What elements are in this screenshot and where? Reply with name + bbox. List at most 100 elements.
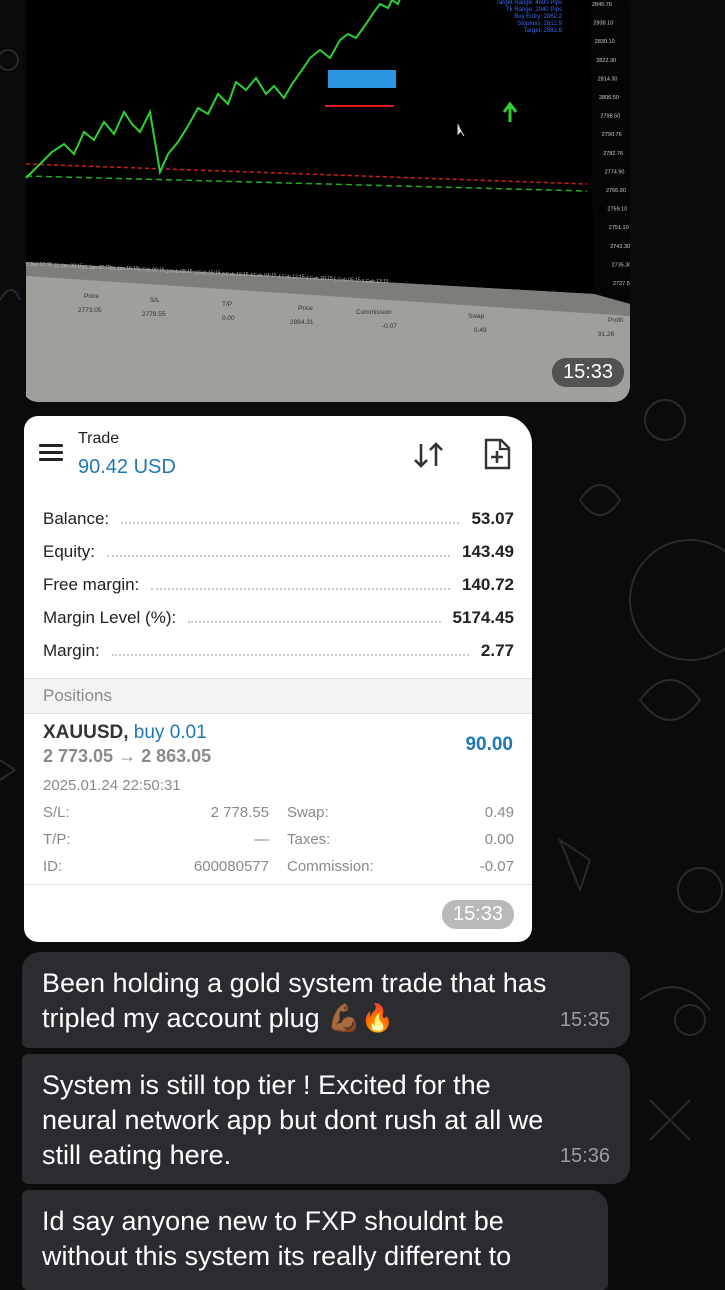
card-divider <box>24 884 532 885</box>
sl-label: S/L: <box>43 804 70 821</box>
table-value-label: 2864.31 <box>290 319 314 326</box>
table-header-label: T/P <box>222 301 232 308</box>
chart-price-label: 2766.90 <box>606 188 626 194</box>
position-prices: 2 773.05 → 2 863.05 <box>43 746 212 766</box>
chart-price-label: 2727.50 <box>613 281 630 287</box>
chart-date-label: 31 Jan 00:15 <box>54 263 83 269</box>
chart-price-label: 2782.76 <box>603 151 623 157</box>
up-arrow-icon <box>502 101 518 122</box>
table-value-label: 91.26 <box>598 331 615 338</box>
positions-section-header: Positions <box>24 678 532 714</box>
chart-date-label: 4 Feb 12:15 <box>278 275 305 281</box>
summary-label: Balance: <box>43 509 110 528</box>
chart-price-label: 2759.10 <box>607 207 627 213</box>
chart-date-label: 5 Feb 13:15 <box>362 279 389 285</box>
new-order-icon[interactable] <box>482 438 512 470</box>
tp-value: — <box>254 831 269 848</box>
chart-price-label: 2774.90 <box>605 169 625 175</box>
chart-info-label: Target Range: 4590 Pips <box>496 0 562 6</box>
chart-info-label: Tk Range: 2040 Pips <box>506 7 562 13</box>
summary-label: Margin Level (%): <box>43 608 177 627</box>
positions-header-label: Positions <box>43 686 112 705</box>
message-bubble[interactable]: System is still top tier ! Excited for t… <box>22 1054 630 1184</box>
account-balance: 90.42 USD <box>78 456 176 478</box>
id-label: ID: <box>43 858 63 875</box>
summary-value: 140.72 <box>462 575 514 594</box>
chart-date-label: 3 Feb 00:15 <box>138 268 165 274</box>
summary-label: Free margin: <box>43 575 140 594</box>
swap-value: 0.49 <box>484 804 514 821</box>
chart-price-label: 2814.30 <box>598 76 618 82</box>
message-text-line: System is still top tier ! Excited for t… <box>42 1070 491 1100</box>
table-value-label: 2778.55 <box>142 311 166 318</box>
swap-label: Swap: <box>287 804 329 821</box>
chart-date-label: 31 Jan 08:15 <box>82 265 111 271</box>
trade-timestamp: 15:33 <box>442 900 515 929</box>
tp-label: T/P: <box>43 831 71 848</box>
table-header-label: Profit <box>608 317 623 324</box>
position-datetime: 2025.01.24 22:50:31 <box>43 777 181 794</box>
summary-value: 53.07 <box>471 509 514 528</box>
menu-icon[interactable] <box>39 444 63 461</box>
symbol-name: XAUUSD, <box>43 722 129 743</box>
chart-info-label: Stoploss: 2812.9 <box>517 21 562 27</box>
table-header-label: Swap <box>468 313 485 320</box>
id-value: 600080577 <box>193 858 269 875</box>
chart-info-label: Target: 2882.9 <box>524 28 563 34</box>
commission-label: Commission: <box>287 858 374 875</box>
message-time: 15:35 <box>559 1009 610 1031</box>
message-text-line: Been holding a gold system trade that ha… <box>42 968 547 998</box>
chart-date-label: 31 Jan 16:15 <box>110 266 139 272</box>
chart-price-label: 2735.30 <box>612 262 630 268</box>
position-symbol[interactable]: XAUUSD, buy 0.01 <box>43 722 207 744</box>
chart-price-label: 2790.76 <box>602 132 622 138</box>
message-text-line: still eating here. <box>42 1140 232 1170</box>
chart-date-label: 4 Feb 04:15 <box>250 273 277 279</box>
chart-price-label: 2798.50 <box>600 114 620 120</box>
position-profit: 90.00 <box>465 734 513 755</box>
taxes-value: 0.00 <box>484 831 514 848</box>
message-text-line: tripled my account plug 💪🏾🔥 <box>42 1003 395 1033</box>
summary-row-balance: Balance: 53.07 <box>43 507 514 531</box>
chart-price-label: 2838.10 <box>593 21 613 27</box>
table-value-label: 2773.05 <box>78 307 102 314</box>
summary-row-margin: Margin: 2.77 <box>43 639 514 663</box>
chart-date-label: 4 Feb 20:15 <box>306 276 333 282</box>
chart-price-label: 2806.50 <box>599 95 619 101</box>
message-text-line: neural network app but dont rush at all … <box>42 1105 544 1135</box>
summary-row-margin-level: Margin Level (%): 5174.45 <box>43 606 514 630</box>
table-value-label: 0.00 <box>222 315 235 322</box>
message-bubble[interactable]: Id say anyone new to FXP shouldnt be wit… <box>22 1190 608 1290</box>
message-text-line: without this system its really different… <box>42 1241 512 1271</box>
summary-row-free-margin: Free margin: 140.72 <box>43 573 514 597</box>
sort-icon[interactable] <box>412 440 446 470</box>
taxes-label: Taxes: <box>287 831 331 848</box>
table-header-label: S/L <box>150 297 160 304</box>
table-header-label: Commission <box>356 309 392 316</box>
chart-price-label: 2822.30 <box>596 58 616 64</box>
table-header-label: Price <box>84 293 99 300</box>
message-text-line: Id say anyone new to FXP shouldnt be <box>42 1206 504 1236</box>
app-title: Trade <box>78 430 120 447</box>
chart-date-label: 3 Feb 15:15 <box>194 270 221 276</box>
photo-timestamp: 15:33 <box>552 358 625 387</box>
summary-label: Margin: <box>43 641 100 660</box>
table-value-label: 0.49 <box>474 327 487 334</box>
table-value-label: -0.07 <box>382 323 397 330</box>
message-bubble[interactable]: Been holding a gold system trade that ha… <box>22 952 630 1048</box>
table-header-label: Price <box>298 305 313 312</box>
message-time: 15:36 <box>559 1145 610 1167</box>
chart-price-label: 2743.30 <box>610 244 630 250</box>
chart-photo[interactable]: 2845.76 2838.10 2830.10 2822.30 2814.30 2806.… <box>22 0 630 402</box>
chart-price-label: 2830.10 <box>595 39 615 45</box>
chart-price-label: 2751.10 <box>609 225 629 231</box>
position-direction: buy 0.01 <box>128 722 207 743</box>
summary-value: 5174.45 <box>452 608 514 627</box>
trade-screenshot-card[interactable]: Trade 90.42 USD Balance: 53.07 Equity: 1… <box>24 416 532 942</box>
summary-row-equity: Equity: 143.49 <box>43 540 514 564</box>
sl-value: 2 778.55 <box>210 804 269 821</box>
commission-value: -0.07 <box>479 858 514 875</box>
chart-date-label: 3 Feb 08:15 <box>166 269 193 275</box>
summary-label: Equity: <box>43 542 95 561</box>
summary-value: 143.49 <box>462 542 514 561</box>
